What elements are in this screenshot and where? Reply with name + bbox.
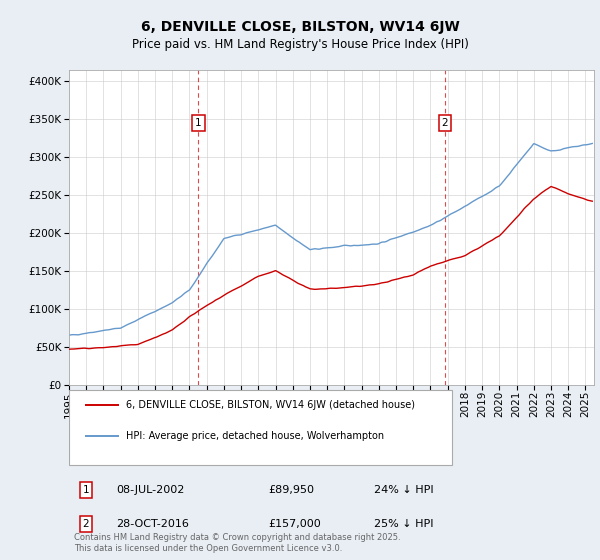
- FancyBboxPatch shape: [69, 390, 452, 465]
- Text: 6, DENVILLE CLOSE, BILSTON, WV14 6JW (detached house): 6, DENVILLE CLOSE, BILSTON, WV14 6JW (de…: [126, 400, 415, 410]
- Text: 1: 1: [82, 485, 89, 495]
- Text: 6, DENVILLE CLOSE, BILSTON, WV14 6JW: 6, DENVILLE CLOSE, BILSTON, WV14 6JW: [140, 20, 460, 34]
- Text: 24% ↓ HPI: 24% ↓ HPI: [373, 485, 433, 495]
- Text: Contains HM Land Registry data © Crown copyright and database right 2025.
This d: Contains HM Land Registry data © Crown c…: [74, 533, 401, 553]
- Text: 08-JUL-2002: 08-JUL-2002: [116, 485, 185, 495]
- Text: £89,950: £89,950: [269, 485, 314, 495]
- Text: £157,000: £157,000: [269, 519, 321, 529]
- Text: 1: 1: [195, 118, 202, 128]
- Text: 2: 2: [442, 118, 448, 128]
- Text: Price paid vs. HM Land Registry's House Price Index (HPI): Price paid vs. HM Land Registry's House …: [131, 38, 469, 50]
- Text: 28-OCT-2016: 28-OCT-2016: [116, 519, 189, 529]
- Text: HPI: Average price, detached house, Wolverhampton: HPI: Average price, detached house, Wolv…: [126, 431, 384, 441]
- Text: 25% ↓ HPI: 25% ↓ HPI: [373, 519, 433, 529]
- Text: 2: 2: [82, 519, 89, 529]
